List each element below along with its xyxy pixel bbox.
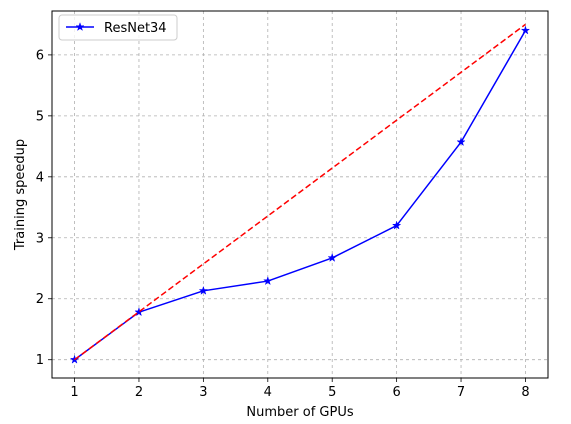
series-line-1: [74, 23, 526, 361]
x-tick-label: 7: [457, 385, 465, 400]
data-point-star: [456, 137, 466, 147]
grid: [52, 11, 548, 378]
data-point-star: [198, 285, 209, 295]
plot-frame: [51, 10, 549, 379]
x-tick-label: 2: [135, 385, 143, 400]
legend-label-resnet34: ResNet34: [104, 21, 167, 36]
x-tick-label: 4: [264, 385, 272, 400]
x-axis-label: Number of GPUs: [246, 405, 353, 420]
x-tick-label: 5: [328, 385, 336, 400]
y-tick-label: 1: [36, 353, 44, 368]
x-tick-label: 1: [70, 385, 78, 400]
x-tick-label: 8: [521, 385, 529, 400]
data-point-star: [520, 25, 531, 35]
y-tick-label: 2: [36, 292, 44, 307]
legend: ResNet34: [58, 14, 178, 41]
x-tick-label: 6: [392, 385, 400, 400]
y-tick-label: 3: [36, 231, 44, 246]
legend-marker-star: [75, 21, 85, 32]
data-point-star: [134, 307, 144, 317]
data-point-star: [391, 220, 402, 230]
data-point-star: [327, 252, 337, 262]
legend-box: [58, 14, 178, 41]
y-tick-label: 6: [36, 48, 44, 63]
y-axis-label: Training speedup: [13, 139, 28, 251]
y-tick-label: 4: [36, 170, 44, 185]
series-line-0: [74, 30, 527, 361]
axis-ticks: 1 2 3 4 5 6 7 8 1 2 3 4 5 6: [36, 48, 530, 400]
data-point-star: [263, 276, 273, 286]
y-tick-label: 5: [36, 109, 44, 124]
x-tick-label: 3: [199, 385, 207, 400]
plot-series: [69, 23, 531, 364]
